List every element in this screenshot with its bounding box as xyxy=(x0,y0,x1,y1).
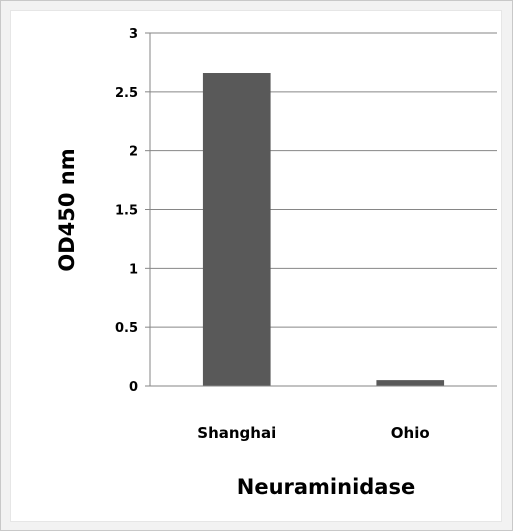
y-tick-label: 3 xyxy=(129,27,138,42)
y-tick-labels: 0 0.5 1 1.5 2 2.5 3 xyxy=(115,27,138,395)
y-tick-label: 2.5 xyxy=(115,86,138,101)
x-tick-labels: Shanghai Ohio xyxy=(197,424,429,442)
gridlines xyxy=(145,32,497,387)
y-axis-title: OD450 nm xyxy=(55,148,79,271)
y-tick-label: 0.5 xyxy=(115,321,138,336)
y-tick-label: 1 xyxy=(129,262,138,277)
y-tick-label: 1.5 xyxy=(115,204,138,219)
x-axis-title: Neuraminidase xyxy=(237,475,415,499)
bars xyxy=(202,73,445,387)
bar-shanghai xyxy=(202,73,271,387)
y-tick-label: 2 xyxy=(129,145,138,160)
x-tick-label: Shanghai xyxy=(197,424,276,442)
y-tick-label: 0 xyxy=(129,380,138,395)
x-tick-label: Ohio xyxy=(391,424,430,442)
bar-ohio xyxy=(376,380,445,386)
